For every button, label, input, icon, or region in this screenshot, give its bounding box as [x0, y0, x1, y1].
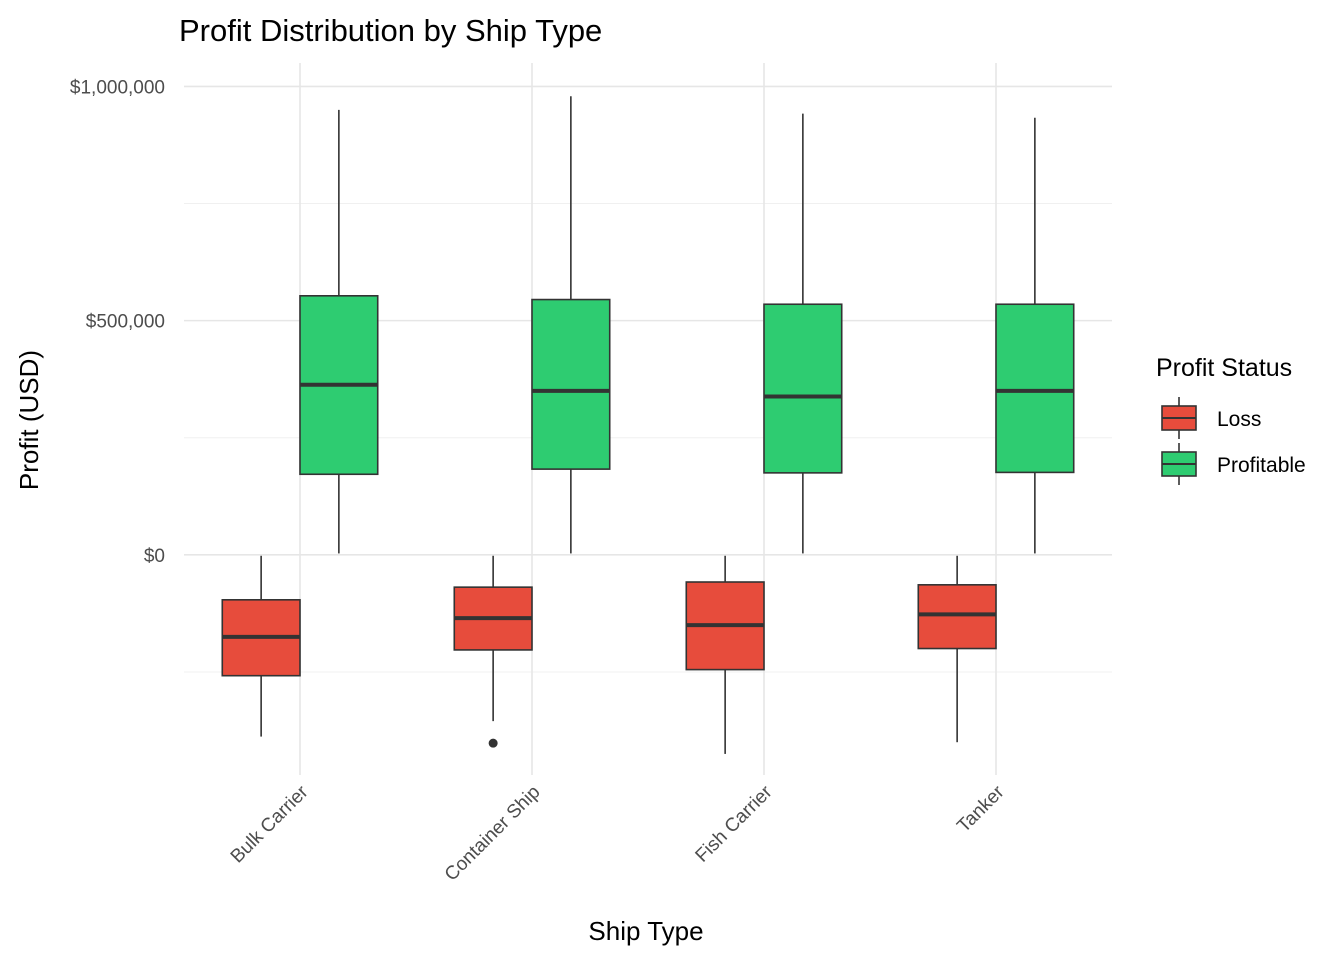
legend-items: Loss Profitable [1161, 397, 1306, 485]
outlier-point [488, 738, 498, 748]
iqr-box [995, 303, 1075, 474]
x-tick-label: Bulk Carrier [227, 781, 313, 867]
iqr-box [531, 298, 611, 470]
axes: $0 $500,000 $1,000,000 Bulk Carrier Containe… [70, 77, 1009, 885]
legend-item-profitable: Profitable [1161, 443, 1306, 485]
box-plots [221, 96, 1075, 754]
box-profitable-tanker [995, 117, 1075, 554]
y-tick-label: $1,000,000 [70, 77, 165, 98]
box-loss-bulk-carrier [221, 555, 301, 737]
y-axis-title: Profit (USD) [14, 350, 44, 490]
box-loss-container-ship [453, 555, 533, 748]
iqr-box [917, 584, 997, 650]
box-profitable-bulk-carrier [299, 109, 379, 554]
box-loss-tanker [917, 555, 997, 743]
legend-title: Profit Status [1156, 354, 1292, 382]
x-tick-label: Tanker [953, 781, 1009, 837]
legend-label: Profitable [1217, 454, 1306, 477]
x-axis-title: Ship Type [588, 916, 703, 946]
legend-label: Loss [1217, 408, 1261, 431]
y-tick-label: $500,000 [86, 312, 165, 333]
box-profitable-fish-carrier [763, 113, 843, 554]
x-tick-label: Container Ship [441, 782, 545, 886]
chart-title: Profit Distribution by Ship Type [179, 13, 602, 48]
legend-item-loss: Loss [1161, 397, 1261, 439]
box-profitable-container-ship [531, 96, 611, 554]
box-loss-fish-carrier [685, 555, 765, 754]
iqr-box [763, 303, 843, 474]
y-tick-label: $0 [144, 546, 165, 567]
x-tick-label: Fish Carrier [692, 781, 777, 866]
legend: Profit Status Loss Profitable [1156, 354, 1306, 485]
